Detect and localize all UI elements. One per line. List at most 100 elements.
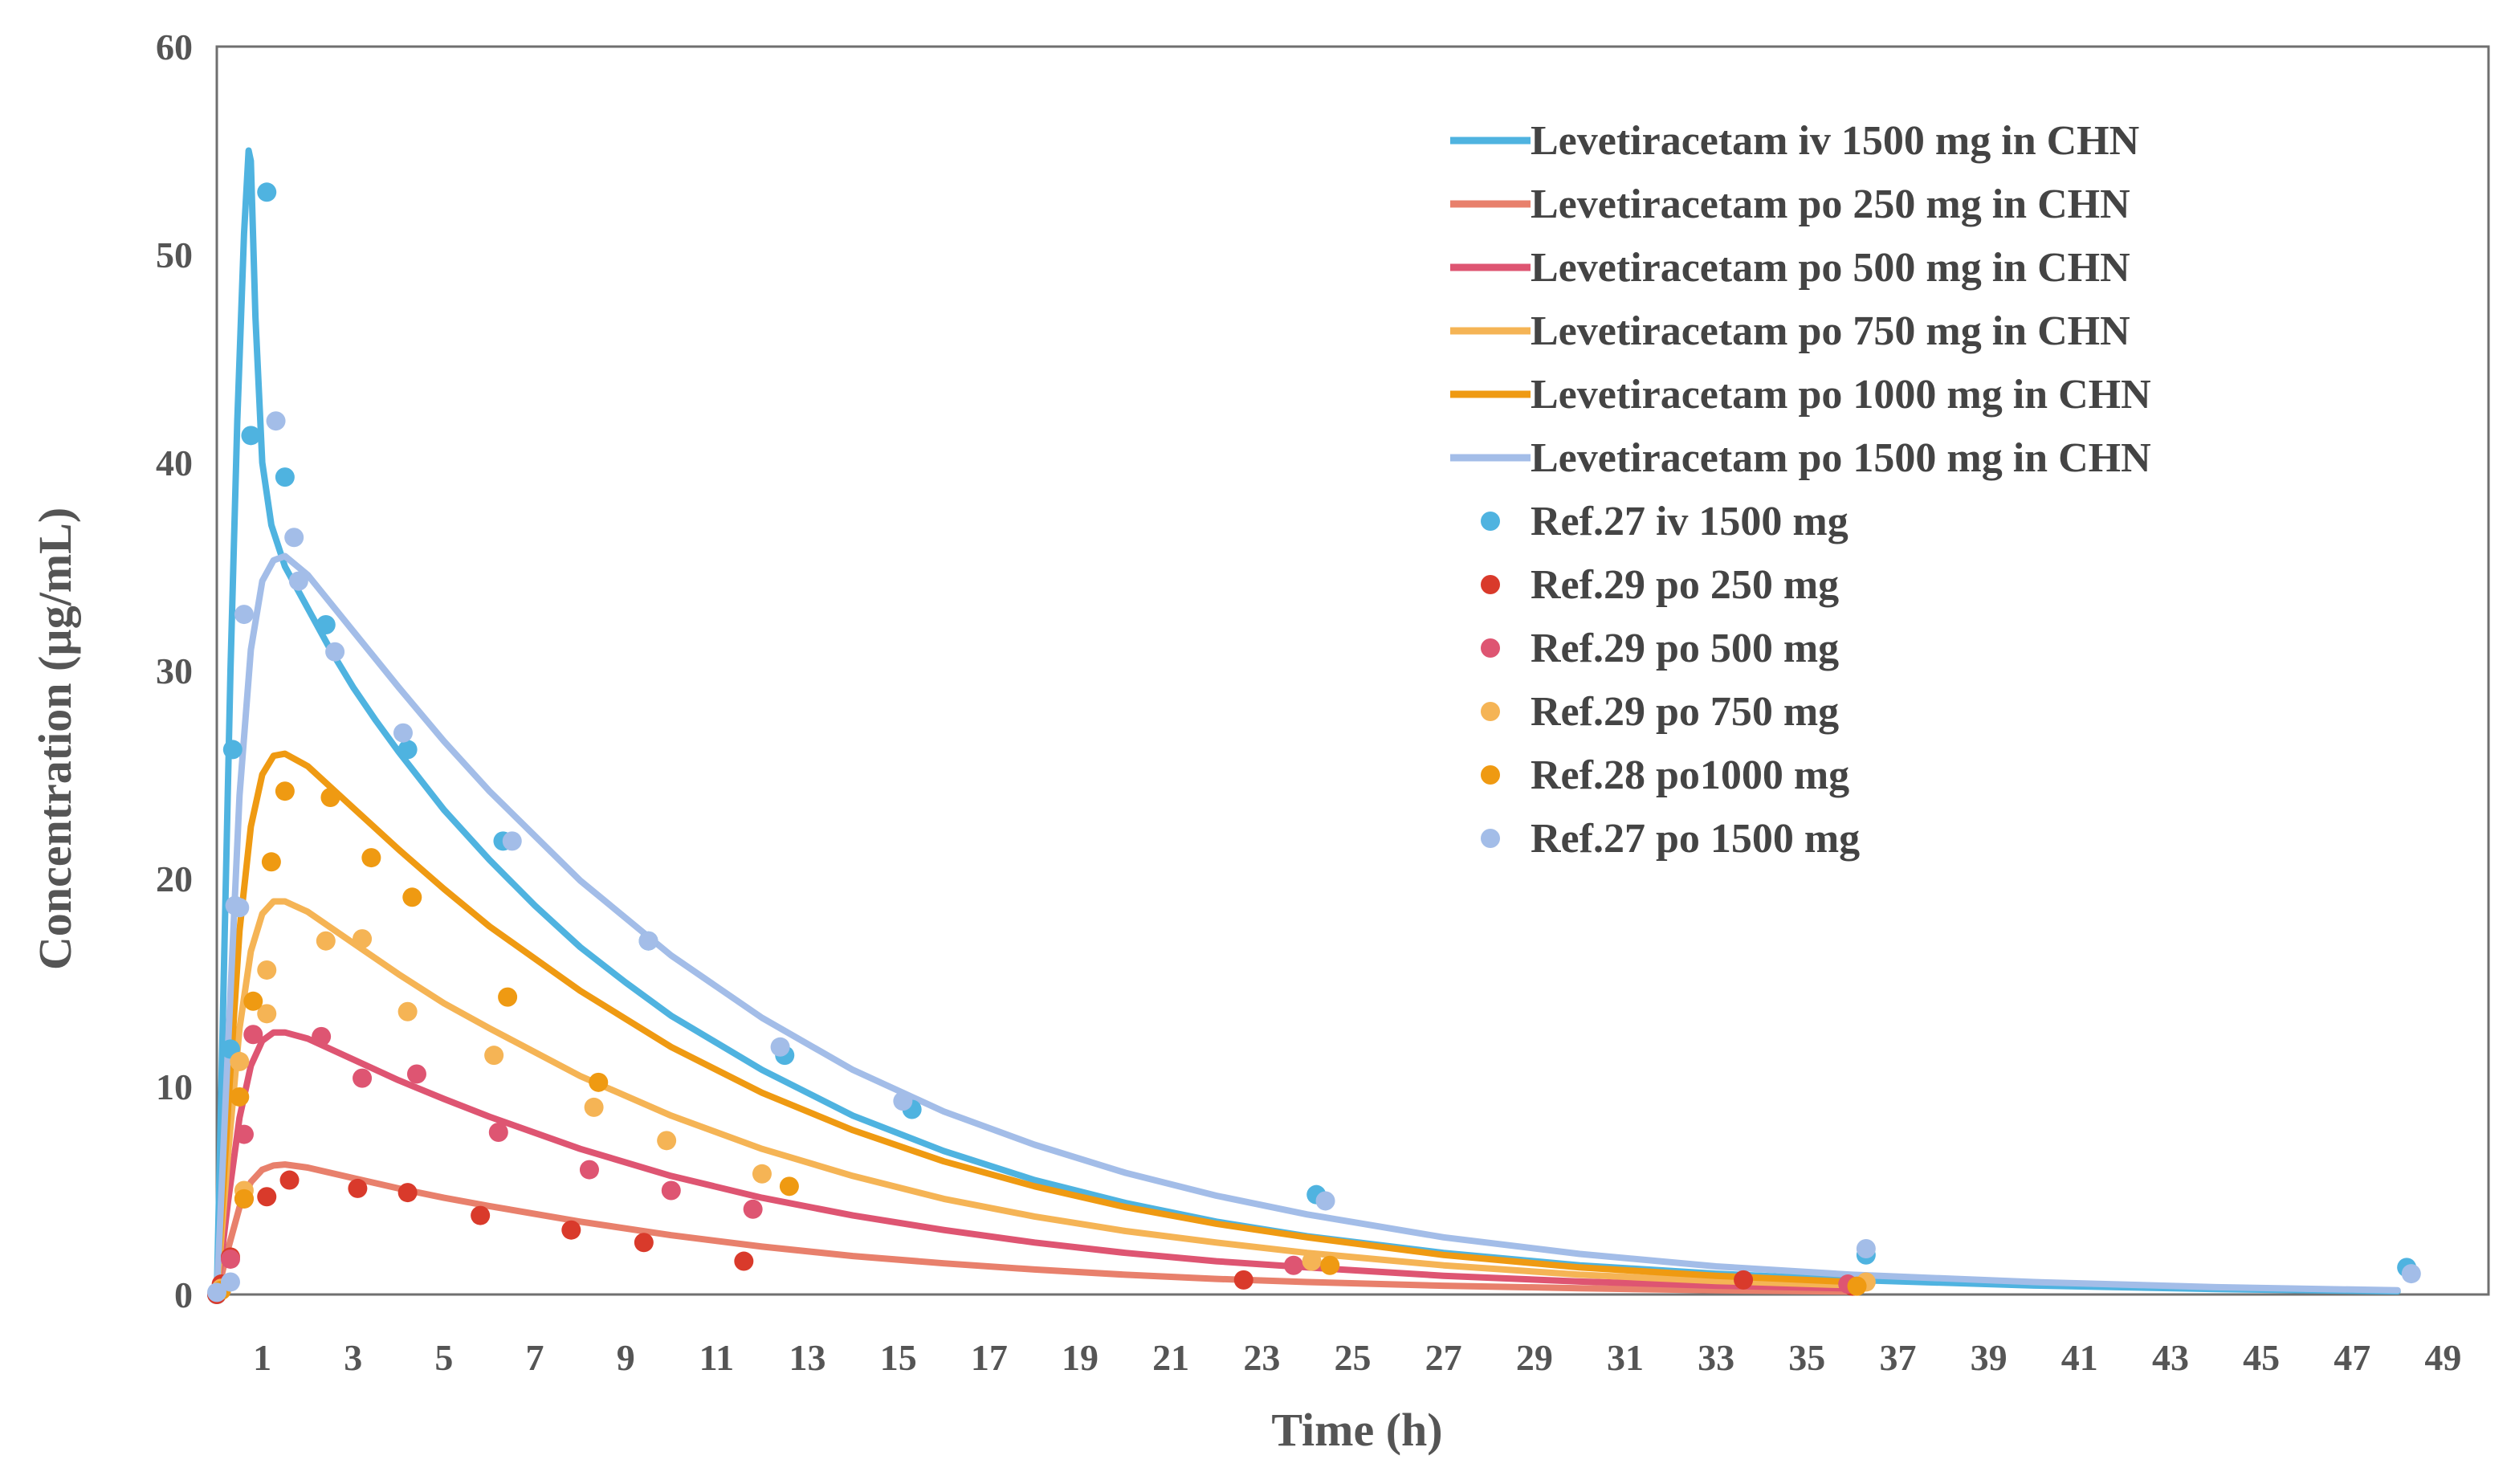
legend-label: Levetiracetam po 1000 mg in CHN [1531, 372, 2151, 418]
series-line-5 [214, 552, 2401, 1298]
legend-label: Levetiracetam po 750 mg in CHN [1531, 308, 2130, 354]
x-tick-label: 41 [2061, 1337, 2098, 1378]
legend-swatch-marker [1481, 575, 1500, 594]
data-point [1320, 1255, 1340, 1275]
data-point [234, 1188, 254, 1209]
data-point [230, 898, 250, 918]
data-point [234, 1124, 254, 1144]
legend-label: Levetiracetam po 1500 mg in CHN [1531, 435, 2151, 481]
data-point [261, 852, 281, 872]
legend: Levetiracetam iv 1500 mg in CHN Levetirac… [1450, 118, 2151, 862]
x-tick-label: 21 [1152, 1337, 1189, 1378]
y-axis-ticks: 0 10 20 30 40 50 60 [156, 26, 193, 1315]
data-point [397, 740, 418, 760]
x-tick-label: 37 [1879, 1337, 1916, 1378]
data-point [257, 960, 277, 980]
x-tick-label: 13 [789, 1337, 826, 1378]
data-point [325, 642, 345, 662]
legend-swatch-marker [1481, 512, 1500, 531]
data-point [1315, 1191, 1335, 1211]
legend-swatch-marker [1481, 765, 1500, 785]
y-tick-label: 40 [156, 442, 193, 483]
series-markers [207, 182, 2421, 1304]
data-point [312, 1026, 332, 1046]
series-line-3 [214, 898, 1856, 1298]
data-point [561, 1220, 581, 1240]
series-lines [214, 147, 2401, 1298]
data-point [402, 887, 422, 907]
legend-swatch-marker [1481, 829, 1500, 848]
data-point [257, 182, 277, 202]
data-point [207, 1282, 226, 1303]
x-tick-label: 11 [699, 1337, 734, 1378]
data-point [1847, 1276, 1867, 1296]
data-point [353, 929, 373, 949]
x-tick-label: 1 [253, 1337, 271, 1378]
x-tick-label: 25 [1335, 1337, 1372, 1378]
data-point [657, 1131, 677, 1151]
data-point [275, 781, 295, 801]
data-point [734, 1251, 754, 1271]
data-point [743, 1199, 763, 1219]
x-axis-title: Time (h) [1271, 1404, 1442, 1456]
data-point [279, 1170, 300, 1190]
data-point [1856, 1239, 1876, 1259]
x-tick-label: 49 [2424, 1337, 2461, 1378]
data-point [484, 1046, 504, 1066]
x-tick-label: 33 [1698, 1337, 1734, 1378]
y-tick-label: 30 [156, 650, 193, 691]
data-point [284, 528, 304, 548]
x-tick-label: 7 [526, 1337, 544, 1378]
x-tick-label: 31 [1607, 1337, 1644, 1378]
data-point [348, 1178, 368, 1198]
data-point [638, 931, 658, 951]
data-point [243, 991, 263, 1011]
data-point [230, 1051, 250, 1071]
plot-frame [215, 45, 2490, 1296]
data-point [353, 1068, 373, 1088]
data-point [1734, 1270, 1754, 1290]
data-point [397, 1183, 418, 1203]
data-point [257, 1187, 277, 1207]
y-tick-label: 10 [156, 1066, 193, 1107]
data-point [661, 1180, 681, 1201]
x-tick-label: 5 [434, 1337, 453, 1378]
x-tick-label: 35 [1788, 1337, 1825, 1378]
data-point [634, 1233, 654, 1253]
data-point [488, 1122, 508, 1142]
data-point [275, 467, 295, 487]
legend-label: Ref.29 po 750 mg [1531, 689, 1839, 735]
data-point [752, 1164, 772, 1184]
x-tick-label: 15 [880, 1337, 917, 1378]
x-tick-label: 43 [2152, 1337, 2189, 1378]
data-point [1233, 1270, 1253, 1290]
legend-label: Ref.27 po 1500 mg [1531, 816, 1860, 862]
x-tick-label: 23 [1243, 1337, 1280, 1378]
legend-swatch-marker [1481, 638, 1500, 658]
data-point [288, 571, 308, 591]
data-point [241, 426, 261, 446]
x-tick-label: 47 [2334, 1337, 2370, 1378]
legend-label: Ref.28 po1000 mg [1531, 752, 1849, 798]
legend-label: Ref.27 iv 1500 mg [1531, 499, 1849, 544]
data-point [257, 1004, 277, 1024]
data-point [316, 615, 336, 635]
data-point [1302, 1251, 1322, 1271]
x-axis-ticks: 1 3 5 7 9 11 13 15 17 19 21 23 25 27 29 31 33 35 37 39 41 43 4… [253, 1337, 2461, 1378]
data-point [266, 411, 286, 431]
x-tick-label: 27 [1425, 1337, 1462, 1378]
series-line-4 [214, 750, 1856, 1298]
data-point [1283, 1255, 1303, 1275]
data-point [220, 1249, 240, 1269]
data-point [579, 1160, 599, 1180]
legend-label: Ref.29 po 500 mg [1531, 626, 1839, 671]
data-point [230, 1086, 250, 1107]
data-point [584, 1097, 604, 1117]
legend-label: Levetiracetam po 500 mg in CHN [1531, 245, 2130, 291]
data-point [498, 987, 518, 1007]
data-point [220, 1272, 240, 1292]
legend-label: Ref.29 po 250 mg [1531, 562, 1839, 608]
x-tick-label: 29 [1516, 1337, 1553, 1378]
x-tick-label: 3 [344, 1337, 362, 1378]
